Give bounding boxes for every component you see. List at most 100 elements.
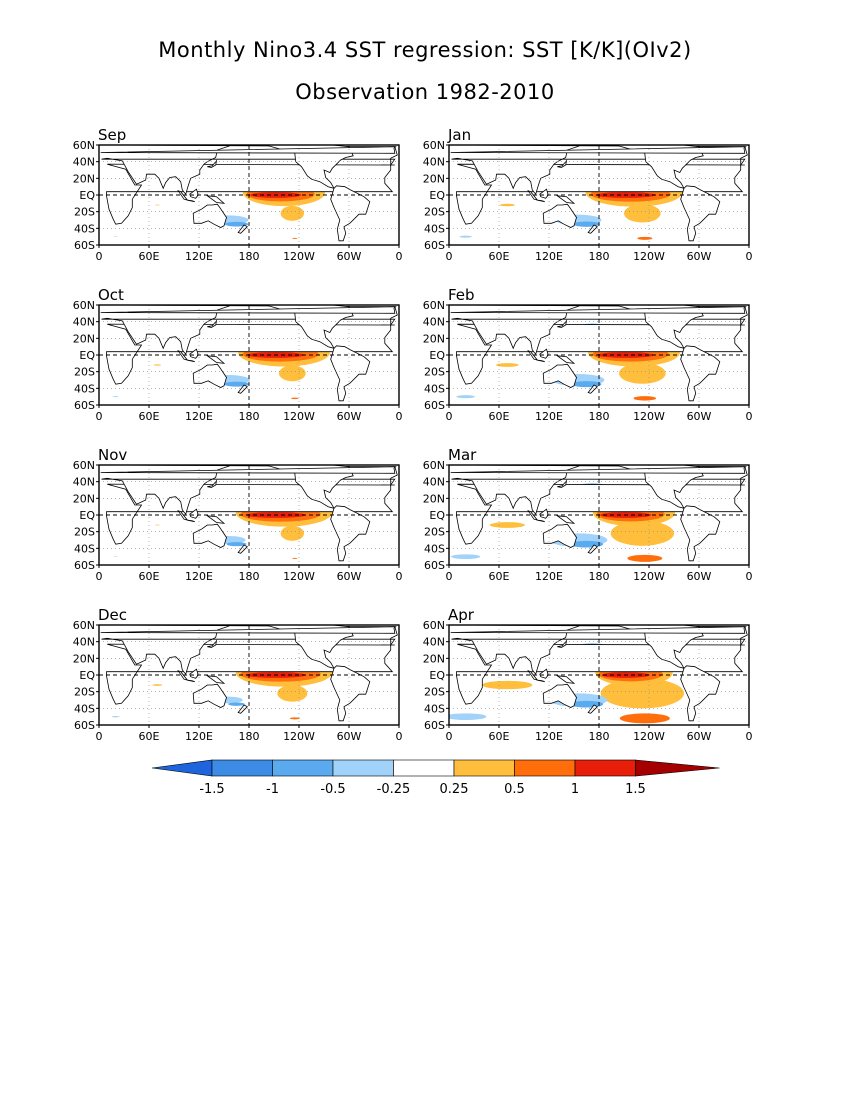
y-tick-label: 20N bbox=[423, 652, 445, 665]
warm-anomaly-south bbox=[280, 205, 304, 221]
y-tick-label: 40N bbox=[423, 156, 445, 169]
colorbar-bin bbox=[211, 759, 273, 777]
panel-title-feb: Feb bbox=[448, 286, 475, 304]
cool-core-south bbox=[224, 221, 249, 227]
y-tick-label: 40N bbox=[423, 476, 445, 489]
x-tick-label: 120W bbox=[283, 250, 315, 263]
map-field bbox=[100, 465, 398, 562]
coastline bbox=[557, 319, 568, 328]
coastline bbox=[450, 146, 747, 154]
indian-ocean-warm bbox=[489, 522, 525, 528]
panel-title-dec: Dec bbox=[98, 606, 128, 624]
y-tick-label: 60S bbox=[424, 239, 445, 252]
southern-pacific-warm bbox=[627, 554, 663, 562]
x-tick-label: 0 bbox=[746, 410, 753, 423]
x-tick-label: 0 bbox=[96, 410, 103, 423]
colorbar-label: 0.5 bbox=[504, 782, 525, 797]
y-tick-label: 20N bbox=[73, 332, 95, 345]
y-tick-label: 40S bbox=[74, 222, 95, 235]
coastline bbox=[100, 626, 397, 634]
coastline bbox=[100, 146, 397, 154]
y-tick-label: 60S bbox=[424, 399, 445, 412]
x-tick-label: 60W bbox=[337, 570, 362, 583]
x-tick-label: 60W bbox=[687, 250, 712, 263]
coastline bbox=[330, 665, 371, 722]
y-tick-label: 60S bbox=[424, 719, 445, 732]
coastline bbox=[587, 704, 598, 714]
warm-anomaly-south bbox=[624, 204, 661, 223]
y-tick-label: 60S bbox=[424, 559, 445, 572]
colorbar-label: -1.5 bbox=[199, 782, 224, 797]
x-tick-label: 60W bbox=[687, 570, 712, 583]
y-tick-label: 60S bbox=[74, 559, 95, 572]
southern-ocean-cool bbox=[111, 716, 120, 718]
colorbar-bin bbox=[332, 759, 394, 777]
x-tick-label: 60W bbox=[337, 730, 362, 743]
y-tick-label: 40N bbox=[73, 476, 95, 489]
y-tick-label: 60S bbox=[74, 399, 95, 412]
panel-title-sep: Sep bbox=[98, 126, 127, 144]
x-tick-label: 180 bbox=[589, 570, 610, 583]
y-tick-label: 20S bbox=[74, 206, 95, 219]
colorbar-label: 1 bbox=[571, 782, 579, 797]
y-tick-label: 60N bbox=[423, 139, 445, 152]
colorbar-bin bbox=[574, 759, 636, 777]
coastline bbox=[205, 675, 226, 684]
panel-jan: Jan 60N 40N 20N EQ 20S 40S 60S 0 60E 120E 180 120W 6… bbox=[423, 126, 778, 263]
coastline bbox=[587, 544, 598, 554]
coastline bbox=[536, 679, 545, 683]
panel-mar: Mar 60N 40N 20N EQ 20S 40S 60S 0 60E 120E 180 120W 6… bbox=[423, 446, 778, 583]
y-tick-label: EQ bbox=[429, 349, 445, 362]
colorbar-label: -0.25 bbox=[377, 782, 411, 797]
x-tick-label: 0 bbox=[96, 570, 103, 583]
y-tick-label: 60N bbox=[423, 619, 445, 632]
coastline bbox=[207, 159, 218, 168]
coastline bbox=[330, 505, 371, 562]
coastline bbox=[186, 359, 195, 363]
coastline bbox=[542, 363, 577, 388]
y-tick-label: EQ bbox=[79, 189, 95, 202]
x-tick-label: 0 bbox=[396, 570, 403, 583]
coastline bbox=[450, 626, 747, 634]
y-tick-label: 20N bbox=[423, 172, 445, 185]
y-tick-label: EQ bbox=[429, 509, 445, 522]
x-tick-label: 0 bbox=[446, 410, 453, 423]
x-tick-label: 0 bbox=[746, 570, 753, 583]
y-tick-label: 40S bbox=[424, 382, 445, 395]
coastline bbox=[186, 519, 195, 523]
coastline bbox=[207, 319, 218, 328]
y-tick-label: 20S bbox=[74, 366, 95, 379]
y-tick-label: 40S bbox=[74, 542, 95, 555]
x-tick-label: 120E bbox=[535, 570, 563, 583]
x-tick-label: 60E bbox=[489, 250, 510, 263]
x-tick-label: 0 bbox=[396, 410, 403, 423]
indian-ocean-warm bbox=[499, 203, 515, 207]
warm-anomaly-south bbox=[600, 678, 684, 709]
coastline bbox=[536, 519, 545, 523]
coastline bbox=[100, 466, 397, 474]
coastline bbox=[557, 479, 568, 488]
cool-core-south bbox=[224, 381, 249, 387]
coastline bbox=[680, 185, 721, 242]
y-tick-label: 40S bbox=[424, 542, 445, 555]
coastline bbox=[615, 625, 704, 669]
coastline bbox=[587, 384, 598, 394]
x-tick-label: 60E bbox=[139, 410, 160, 423]
coastline bbox=[536, 359, 545, 363]
y-tick-label: 20S bbox=[74, 686, 95, 699]
x-tick-label: 180 bbox=[589, 730, 610, 743]
warm-anomaly-south bbox=[277, 685, 308, 702]
panel-sep: Sep 60N 40N 20N EQ 20S 40S 60S 0 60E 120E 180 120W 6… bbox=[73, 126, 428, 263]
y-tick-label: 60S bbox=[74, 239, 95, 252]
coastline bbox=[680, 665, 721, 722]
coastline bbox=[680, 505, 721, 562]
x-tick-label: 180 bbox=[239, 730, 260, 743]
coastline bbox=[192, 523, 227, 548]
southern-ocean-cool bbox=[456, 395, 476, 399]
map-field bbox=[100, 145, 398, 242]
warm-anomaly-south bbox=[610, 520, 674, 546]
coastline bbox=[189, 508, 199, 519]
map-field bbox=[450, 465, 748, 562]
